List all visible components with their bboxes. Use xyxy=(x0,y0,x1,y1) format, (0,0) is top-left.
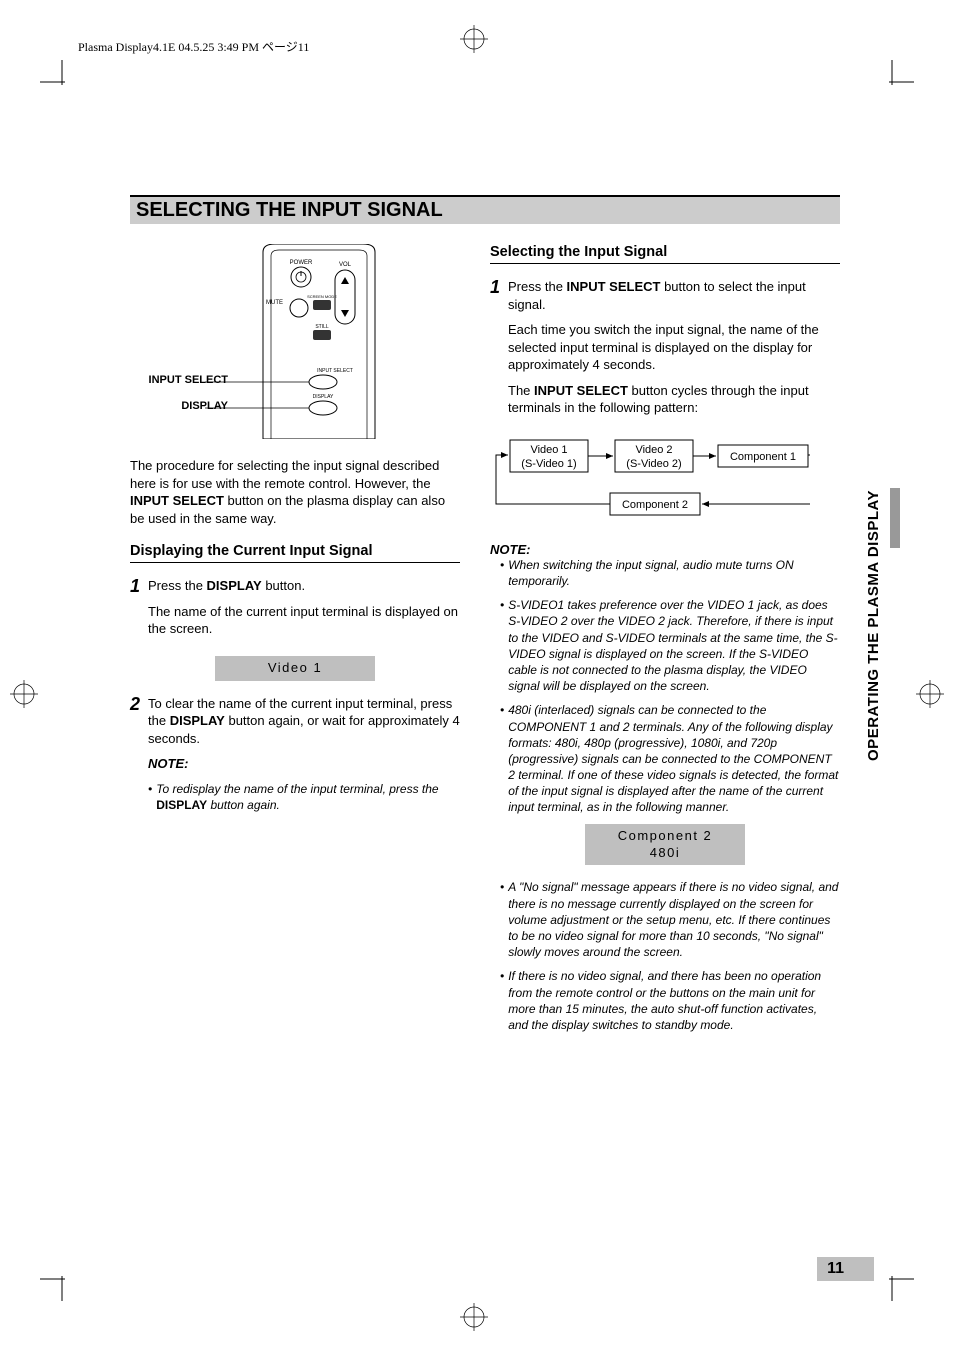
subheading-selecting: Selecting the Input Signal xyxy=(490,244,840,264)
flow-diagram: Video 1 (S-Video 1) Video 2 (S-Video 2) … xyxy=(490,435,840,530)
remote-callouts: INPUT SELECT DISPLAY xyxy=(120,374,228,412)
callout-display: DISPLAY xyxy=(120,400,228,412)
page-imprint: Plasma Display4.1E 04.5.25 3:49 PM ページ11 xyxy=(78,38,309,55)
label-still: STILL xyxy=(315,324,329,330)
note-item: •If there is no video signal, and there … xyxy=(500,968,840,1033)
crop-corner-tr xyxy=(874,60,914,100)
intro-paragraph: The procedure for selecting the input si… xyxy=(130,457,460,527)
label-input-select: INPUT SELECT xyxy=(317,368,353,374)
flow-node: Video 1 xyxy=(530,444,567,456)
page-number: 11 xyxy=(817,1257,874,1281)
remote-illustration: INPUT SELECT DISPLAY POWER VOL xyxy=(130,244,460,439)
note-item: •S-VIDEO1 takes preference over the VIDE… xyxy=(500,597,840,694)
crop-mark-top xyxy=(460,25,488,53)
label-power: POWER xyxy=(290,260,313,266)
subheading-displaying: Displaying the Current Input Signal xyxy=(130,543,460,563)
crop-mark-right xyxy=(916,680,944,708)
crop-corner-tl xyxy=(40,60,80,100)
step-number: 1 xyxy=(130,577,140,646)
crop-mark-bottom xyxy=(460,1303,488,1331)
content-area: SELECTING THE INPUT SIGNAL INPUT SELECT … xyxy=(130,195,840,1041)
right-column: Selecting the Input Signal 1 Press the I… xyxy=(490,244,840,1041)
section-tab: OPERATING THE PLASMA DISPLAY xyxy=(865,490,882,761)
note-item: •480i (interlaced) signals can be connec… xyxy=(500,702,840,815)
osd-video1: Video 1 xyxy=(215,656,375,681)
flow-node: Video 2 xyxy=(635,444,672,456)
step-number: 2 xyxy=(130,695,140,822)
flow-node: Component 1 xyxy=(730,451,796,463)
label-mute: MUTE xyxy=(266,300,283,306)
osd-component2: Component 2 480i xyxy=(585,824,745,866)
note-item: •To redisplay the name of the input term… xyxy=(148,781,460,813)
left-column: INPUT SELECT DISPLAY POWER VOL xyxy=(130,244,460,1041)
note-item: •A "No signal" message appears if there … xyxy=(500,879,840,960)
left-step-2: 2 To clear the name of the current input… xyxy=(130,695,460,822)
label-screen-mode: SCREEN MODE xyxy=(307,294,337,299)
remote-svg: POWER VOL MUTE SCREEN MODE S xyxy=(205,244,385,439)
step-number: 1 xyxy=(490,278,500,425)
crop-mark-left xyxy=(10,680,38,708)
callout-input-select: INPUT SELECT xyxy=(120,374,228,386)
note-item: •When switching the input signal, audio … xyxy=(500,557,840,589)
flow-node: (S-Video 1) xyxy=(521,458,576,470)
flow-node: (S-Video 2) xyxy=(626,458,681,470)
left-step-1: 1 Press the DISPLAY button. The name of … xyxy=(130,577,460,646)
note-heading: NOTE: xyxy=(148,755,460,773)
label-vol: VOL xyxy=(339,262,352,268)
crop-corner-br xyxy=(874,1261,914,1301)
note-heading: NOTE: xyxy=(490,542,840,557)
crop-corner-bl xyxy=(40,1261,80,1301)
label-display: DISPLAY xyxy=(313,394,334,400)
flow-node: Component 2 xyxy=(622,499,688,511)
right-step-1: 1 Press the INPUT SELECT button to selec… xyxy=(490,278,840,425)
page-title: SELECTING THE INPUT SIGNAL xyxy=(130,195,840,224)
side-tab-bar xyxy=(890,488,900,548)
